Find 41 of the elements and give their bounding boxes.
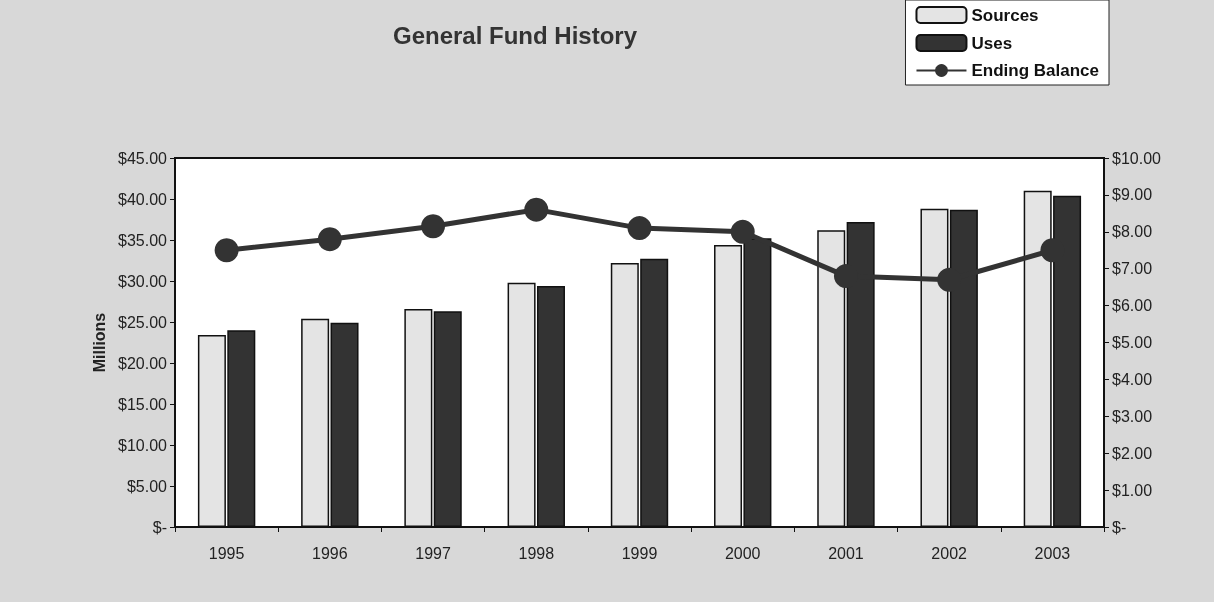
y-tick-label: $15.00 bbox=[118, 395, 168, 413]
x-tick-label: 1999 bbox=[621, 544, 658, 562]
y-tick-label: $10.00 bbox=[118, 436, 168, 454]
point bbox=[214, 238, 239, 263]
y-tick-label: $5.00 bbox=[126, 477, 168, 495]
point bbox=[730, 219, 755, 244]
point bbox=[627, 216, 652, 241]
y2-tick-label: $4.00 bbox=[1112, 370, 1153, 388]
y2-tick-label: $8.00 bbox=[1112, 223, 1153, 241]
legend-label: Uses bbox=[971, 33, 1013, 53]
y-tick-label: $30.00 bbox=[118, 272, 168, 290]
y2-tick-label: $- bbox=[1112, 518, 1127, 536]
point bbox=[421, 214, 446, 239]
y2-tick-label: $7.00 bbox=[1112, 260, 1153, 278]
legend-label: Ending Balance bbox=[971, 61, 1100, 80]
point bbox=[524, 197, 549, 222]
y-tick-label: $40.00 bbox=[118, 190, 168, 208]
y2-tick-label: $6.00 bbox=[1112, 297, 1153, 315]
x-tick-label: 1995 bbox=[208, 544, 245, 562]
y2-tick-label: $10.00 bbox=[1112, 149, 1162, 167]
y2-tick-label: $1.00 bbox=[1112, 481, 1153, 499]
y2-tick-label: $5.00 bbox=[1112, 334, 1153, 351]
x-tick-label: 2002 bbox=[931, 544, 968, 562]
y-tick-label: $- bbox=[152, 518, 167, 536]
y-tick-label: $20.00 bbox=[118, 354, 168, 372]
y2-tick-label: $3.00 bbox=[1112, 407, 1153, 425]
y-tick-label: $35.00 bbox=[118, 231, 168, 249]
y-tick-label: $45.00 bbox=[118, 149, 168, 167]
chart-title: General Fund History bbox=[392, 21, 638, 49]
y2-tick-label: $2.00 bbox=[1112, 444, 1153, 462]
x-tick-label: 1997 bbox=[415, 544, 451, 562]
y2-tick-label: $9.00 bbox=[1112, 186, 1153, 204]
x-tick-label: 2000 bbox=[724, 544, 761, 562]
x-tick-label: 2003 bbox=[1034, 544, 1071, 562]
x-tick-label: 1996 bbox=[312, 544, 348, 562]
x-tick-label: 1998 bbox=[518, 544, 555, 562]
legend-label: Sources bbox=[971, 5, 1039, 25]
x-tick-label: 2001 bbox=[828, 544, 864, 562]
y-axis-title: Millions bbox=[90, 312, 108, 373]
point bbox=[317, 227, 342, 252]
y-tick-label: $25.00 bbox=[118, 313, 168, 331]
